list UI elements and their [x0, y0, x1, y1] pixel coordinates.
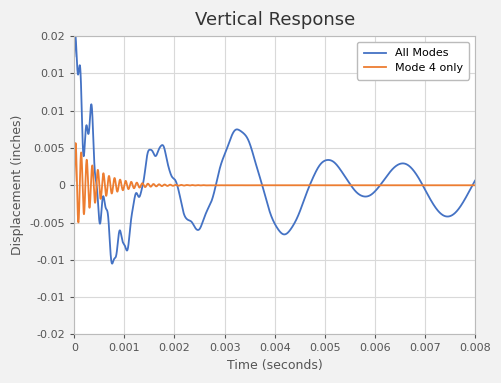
Mode 4 only — [75, 220, 81, 225]
Mode 4 only — [389, 183, 395, 188]
Y-axis label: Displacement (inches): Displacement (inches) — [11, 115, 24, 255]
Mode 4 only — [368, 183, 374, 188]
Mode 4 only — [308, 183, 314, 188]
Line: All Modes: All Modes — [74, 36, 474, 264]
Mode 4 only — [325, 183, 331, 188]
Line: Mode 4 only: Mode 4 only — [74, 143, 474, 223]
Title: Vertical Response: Vertical Response — [194, 11, 354, 29]
Mode 4 only — [471, 183, 477, 188]
Legend: All Modes, Mode 4 only: All Modes, Mode 4 only — [356, 42, 468, 80]
All Modes — [72, 34, 78, 39]
Mode 4 only — [216, 183, 222, 188]
Mode 4 only — [71, 178, 77, 183]
All Modes — [325, 158, 331, 162]
All Modes — [216, 167, 222, 172]
All Modes — [109, 261, 115, 266]
Mode 4 only — [73, 141, 79, 146]
All Modes — [471, 178, 477, 183]
All Modes — [308, 179, 314, 183]
All Modes — [71, 54, 77, 59]
Mode 4 only — [91, 198, 97, 202]
All Modes — [389, 167, 395, 171]
X-axis label: Time (seconds): Time (seconds) — [226, 359, 322, 372]
All Modes — [91, 164, 97, 169]
All Modes — [368, 192, 374, 197]
